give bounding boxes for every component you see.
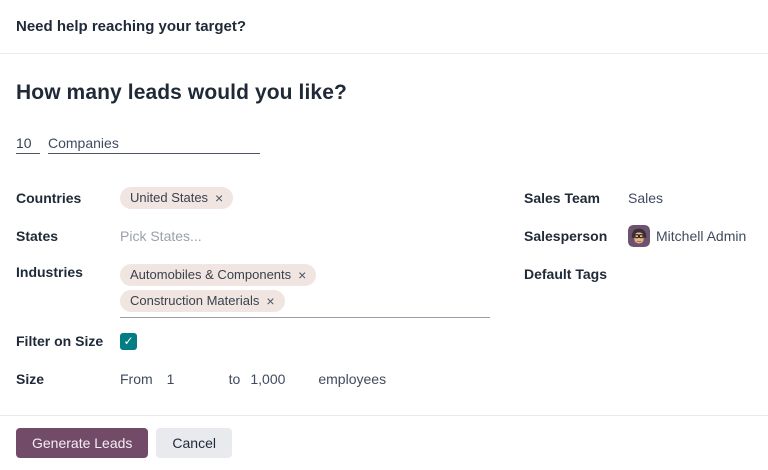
salesperson-label: Salesperson <box>524 228 608 244</box>
size-label: Size <box>16 371 45 387</box>
field-row-size: Size From to employees <box>16 360 490 398</box>
size-to-input[interactable] <box>250 371 317 387</box>
filter-on-size-label: Filter on Size <box>16 333 104 349</box>
dialog-body: How many leads would you like? Companies… <box>0 81 768 398</box>
salesperson-value[interactable]: Mitchell Admin <box>628 225 746 247</box>
industry-tag[interactable]: Construction Materials × <box>120 290 285 312</box>
industry-tag[interactable]: Automobiles & Components × <box>120 264 317 286</box>
form-left-column: Countries United States × States Pick St… <box>16 179 490 398</box>
sales-team-label: Sales Team <box>524 190 601 206</box>
tag-remove-icon[interactable]: × <box>266 292 275 309</box>
countries-field[interactable]: United States × <box>120 187 490 209</box>
form-right-column: Sales Team Sales Salesperson <box>524 179 752 293</box>
salesperson-avatar-icon <box>628 225 650 247</box>
field-row-countries: Countries United States × <box>16 179 490 217</box>
field-row-filter-on-size: Filter on Size ✓ <box>16 322 490 360</box>
dialog-title: Need help reaching your target? <box>16 18 247 35</box>
form-grid: Countries United States × States Pick St… <box>16 179 752 398</box>
dialog-header: Need help reaching your target? <box>0 0 768 54</box>
industries-field[interactable]: Automobiles & Components × Construction … <box>120 264 490 318</box>
states-label: States <box>16 228 59 244</box>
size-from-input[interactable] <box>166 371 229 387</box>
salesperson-name: Mitchell Admin <box>656 228 747 244</box>
lead-count-row: Companies <box>16 132 752 154</box>
field-row-sales-team: Sales Team Sales <box>524 179 752 217</box>
lead-count-input[interactable] <box>16 135 40 154</box>
size-from-label: From <box>120 371 153 387</box>
dialog-footer: Generate Leads Cancel <box>0 415 768 470</box>
page-title: How many leads would you like? <box>16 81 347 104</box>
states-placeholder: Pick States... <box>120 228 202 244</box>
sales-team-value[interactable]: Sales <box>628 190 664 206</box>
generate-leads-button[interactable]: Generate Leads <box>16 427 149 459</box>
countries-label: Countries <box>16 190 82 206</box>
size-unit-label: employees <box>318 371 387 387</box>
country-tag-label: United States <box>130 190 209 205</box>
field-row-industries: Industries Automobiles & Components × Co… <box>16 255 490 318</box>
field-row-salesperson: Salesperson <box>524 217 752 255</box>
field-row-default-tags: Default Tags <box>524 255 752 293</box>
tag-remove-icon[interactable]: × <box>215 189 224 206</box>
tag-remove-icon[interactable]: × <box>298 266 307 283</box>
cancel-button[interactable]: Cancel <box>156 427 232 459</box>
industry-tag-label: Construction Materials <box>130 293 260 308</box>
default-tags-label: Default Tags <box>524 266 607 282</box>
field-row-states: States Pick States... <box>16 217 490 255</box>
states-field[interactable]: Pick States... <box>120 228 490 244</box>
check-icon: ✓ <box>123 334 134 348</box>
industry-tag-label: Automobiles & Components <box>130 267 292 282</box>
industries-label: Industries <box>16 264 83 280</box>
filter-on-size-checkbox[interactable]: ✓ <box>120 332 137 350</box>
size-to-label: to <box>228 371 241 387</box>
country-tag[interactable]: United States × <box>120 187 234 209</box>
lead-type-select[interactable]: Companies <box>48 135 260 154</box>
